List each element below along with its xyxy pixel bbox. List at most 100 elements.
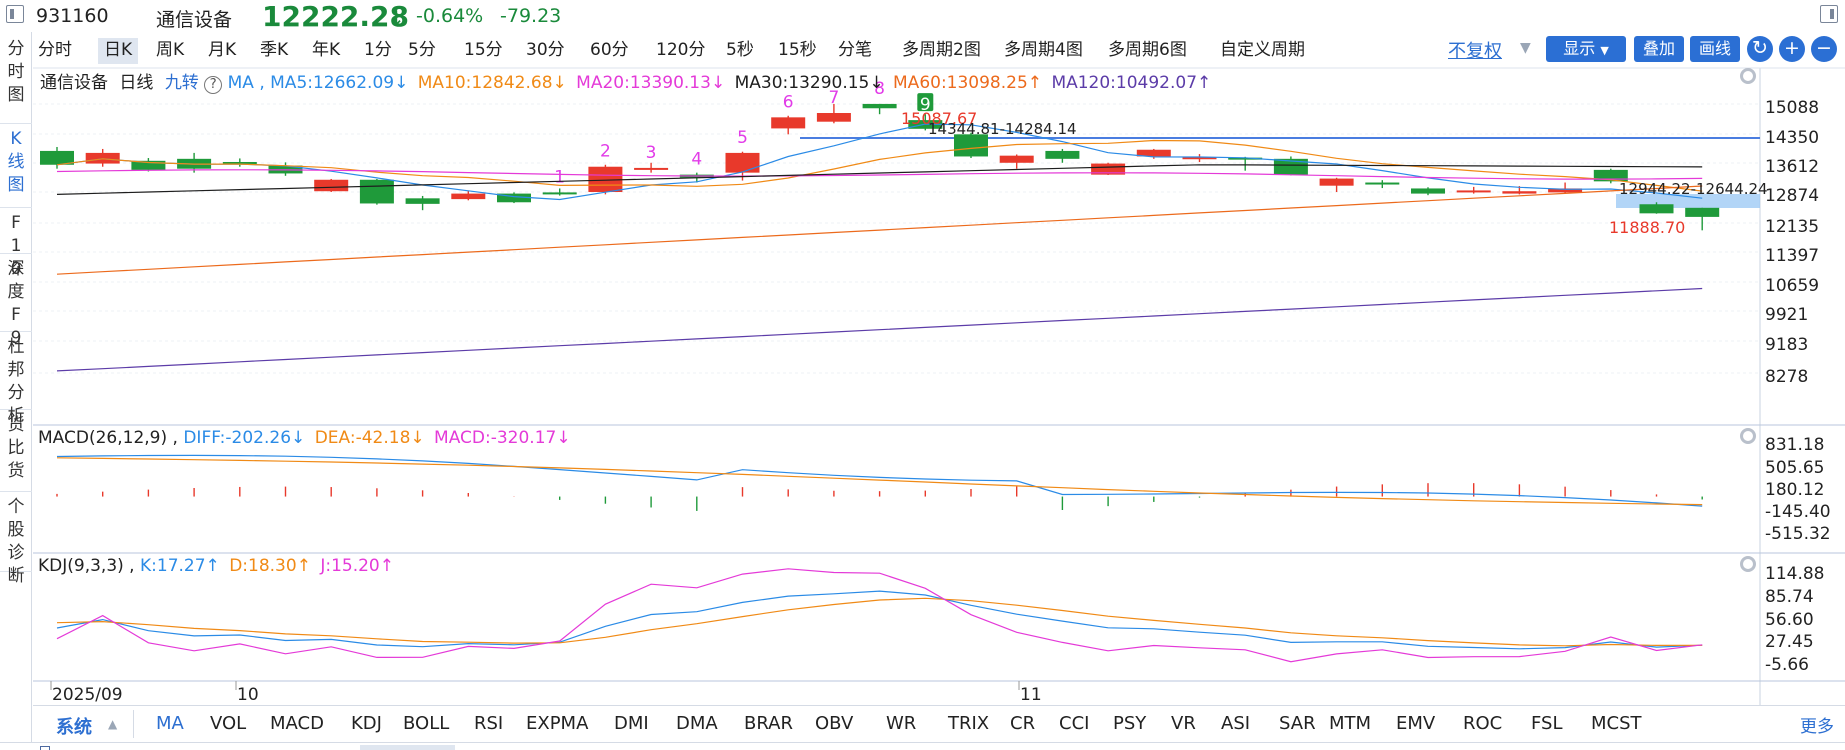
help-icon[interactable]: ?	[204, 76, 223, 94]
period-tab-6[interactable]: 1分	[364, 40, 392, 60]
indicator-tab-8[interactable]: DMI	[614, 713, 649, 734]
period-tab-10[interactable]: 60分	[590, 40, 629, 60]
kdj-settings-gear-icon[interactable]	[1740, 556, 1756, 572]
indicator-tab-2[interactable]: VOL	[210, 713, 247, 734]
macd-settings-gear-icon[interactable]	[1740, 428, 1756, 444]
kdj-j-line	[56, 568, 1703, 663]
period-tab-5[interactable]: 年K	[312, 40, 341, 60]
legend-title: 通信设备	[40, 73, 108, 93]
candle-body	[725, 152, 760, 173]
indicator-tab-5[interactable]: BOLL	[403, 713, 450, 734]
ma30-line	[56, 164, 1703, 195]
zoom-out-icon[interactable]: −	[1811, 36, 1837, 62]
period-tab-16[interactable]: 多周期4图	[1004, 40, 1083, 60]
period-tab-1[interactable]: 日K	[98, 38, 139, 64]
period-tab-4[interactable]: 季K	[260, 40, 289, 60]
left-tab-3[interactable]: 深度F9	[0, 254, 32, 348]
period-tab-14[interactable]: 分笔	[838, 40, 872, 60]
period-tab-9[interactable]: 30分	[526, 40, 565, 60]
indicator-tab-20[interactable]: MTM	[1329, 713, 1372, 734]
indicator-tab-0[interactable]: 系统	[56, 717, 92, 738]
candle-body	[542, 192, 577, 195]
period-tab-13[interactable]: 15秒	[778, 40, 817, 60]
date-axis-label: 2025/09	[52, 685, 123, 705]
candle-body	[405, 198, 440, 204]
chevron-down-icon[interactable]: ▼	[1520, 40, 1531, 56]
indicator-tab-17[interactable]: VR	[1171, 713, 1196, 734]
macd-axis-label: 180.12	[1765, 480, 1825, 500]
panel-toggle-icon[interactable]	[1820, 5, 1838, 23]
period-tab-11[interactable]: 120分	[656, 40, 706, 60]
ma20-line	[56, 169, 1703, 180]
indicator-tab-16[interactable]: PSY	[1113, 713, 1147, 734]
period-tab-7[interactable]: 5分	[408, 40, 436, 60]
indicator-tab-24[interactable]: MCST	[1591, 713, 1642, 734]
kdj-axis-label: 56.60	[1765, 610, 1814, 630]
candle-body	[1548, 188, 1583, 193]
period-tab-2[interactable]: 周K	[156, 40, 185, 60]
legend-ma60: MA60:13098.25↑	[893, 73, 1043, 93]
macd-dea: DEA:-42.18↓	[314, 428, 425, 448]
candle-body	[314, 179, 349, 192]
price-axis-label: 15088	[1765, 98, 1820, 118]
candle-body	[1593, 169, 1628, 182]
kdj-name: KDJ(9,3,3)	[38, 556, 124, 576]
price-axis-label: 10659	[1765, 276, 1820, 296]
zoom-in-icon[interactable]: +	[1779, 36, 1805, 62]
nine-turn-count: 9	[920, 95, 931, 115]
indicator-tab-22[interactable]: ROC	[1463, 713, 1503, 734]
indicator-tab-4[interactable]: KDJ	[351, 713, 382, 734]
candle-body	[131, 160, 166, 170]
display-button[interactable]: 显示 ▼	[1546, 36, 1626, 62]
nine-turn-toggle[interactable]: 九转	[164, 73, 199, 93]
dea-line	[56, 457, 1703, 506]
stock-name: 通信设备	[156, 9, 233, 31]
period-tab-8[interactable]: 15分	[464, 40, 503, 60]
indicator-tab-3[interactable]: MACD	[270, 713, 324, 734]
indicator-tab-6[interactable]: RSI	[474, 713, 504, 734]
adjust-dropdown[interactable]: 不复权	[1448, 41, 1502, 62]
indicator-tab-1[interactable]: MA	[156, 713, 184, 734]
main-settings-gear-icon[interactable]	[1740, 68, 1756, 84]
indicator-tab-18[interactable]: ASI	[1221, 713, 1251, 734]
period-tab-3[interactable]: 月K	[208, 40, 237, 60]
draw-line-button[interactable]: 画线	[1690, 36, 1740, 62]
indicator-tab-13[interactable]: TRIX	[948, 713, 990, 734]
refresh-icon[interactable]: ↻	[1747, 36, 1773, 62]
stock-code: 931160	[36, 5, 109, 27]
indicator-tab-9[interactable]: DMA	[676, 713, 718, 734]
left-tab-0[interactable]: 分时图	[0, 34, 32, 124]
sidebar-toggle-icon[interactable]	[6, 5, 24, 23]
indicator-tab-14[interactable]: CR	[1010, 713, 1036, 734]
indicator-tab-10[interactable]: BRAR	[744, 713, 793, 734]
indicator-tab-15[interactable]: CCI	[1059, 713, 1090, 734]
period-tab-bar: 分时 日K 周K 月K 季K 年K 1分 5分 15分 30分 60分 120分 5秒 15秒 分笔 多周期2…	[33, 32, 1845, 68]
diff-line	[56, 454, 1703, 507]
left-tab-2[interactable]: F10	[0, 208, 32, 279]
candle-body	[1685, 207, 1720, 217]
period-tab-15[interactable]: 多周期2图	[902, 40, 981, 60]
indicator-tab-11[interactable]: OBV	[815, 713, 854, 734]
overlay-button[interactable]: 叠加	[1634, 36, 1684, 62]
candle-body	[1091, 163, 1126, 175]
nine-turn-count: 6	[783, 92, 794, 112]
indicator-tab-7[interactable]: EXPMA	[526, 713, 589, 734]
left-tab-4[interactable]: 杜邦分析	[0, 332, 32, 426]
more-button[interactable]: 更多	[1800, 717, 1834, 737]
macd-value: MACD:-320.17↓	[434, 428, 571, 448]
period-tab-18[interactable]: 自定义周期	[1220, 40, 1305, 60]
indicator-tab-12[interactable]: WR	[886, 713, 917, 734]
left-tab-1[interactable]: K线图	[0, 124, 32, 208]
left-tab-6[interactable]: 个股诊断	[0, 492, 32, 586]
period-tab-0[interactable]: 分时	[38, 40, 72, 60]
change-value: -79.23	[500, 5, 562, 27]
indicator-tab-19[interactable]: SAR	[1279, 713, 1316, 734]
candle-body	[40, 150, 74, 165]
indicator-tab-23[interactable]: FSL	[1531, 713, 1563, 734]
period-tab-12[interactable]: 5秒	[726, 40, 754, 60]
period-tab-17[interactable]: 多周期6图	[1108, 40, 1187, 60]
left-tab-5[interactable]: 货比货	[0, 410, 32, 492]
system-chevron-icon[interactable]: ▲	[108, 717, 118, 731]
indicator-tab-21[interactable]: EMV	[1396, 713, 1436, 734]
